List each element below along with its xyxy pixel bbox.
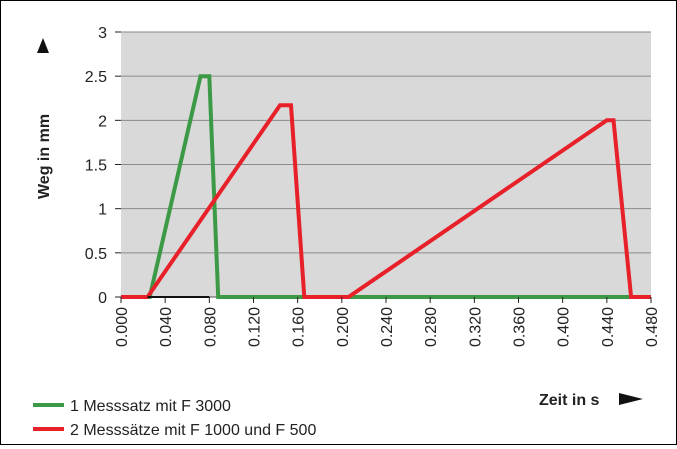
x-tick-label: 0.480	[644, 307, 661, 347]
legend: 1 Messsatz mit F 3000 2 Messsätze mit F …	[33, 398, 316, 439]
x-tick-label: 0.120	[247, 307, 264, 347]
y-tick-label: 1.5	[85, 158, 107, 175]
y-tick-label: 2	[98, 113, 107, 130]
x-axis-label: Zeit in s	[539, 392, 600, 409]
series-lines	[121, 74, 651, 299]
legend-label-series-2: 2 Messsätze mit F 1000 und F 500	[70, 422, 316, 439]
y-tick-label: 3	[98, 25, 107, 42]
x-tick-label: 0.200	[335, 307, 352, 347]
x-tick-label: 0.000	[114, 307, 131, 347]
legend-label-series-1: 1 Messsatz mit F 3000	[70, 398, 231, 415]
y-tick-label: 1	[98, 202, 107, 219]
x-tick-label: 0.280	[423, 307, 440, 347]
x-tick-label: 0.080	[202, 307, 219, 347]
y-tick-label: 0	[98, 290, 107, 307]
x-axis-ticks: 0.000 0.040 0.080 0.120 0.160 0.200 0.240 0.280…	[114, 297, 661, 347]
x-tick-label: 0.320	[467, 307, 484, 347]
x-tick-label: 0.040	[158, 307, 175, 347]
y-tick-label: 0.5	[85, 246, 107, 263]
x-tick-label: 0.440	[600, 307, 617, 347]
x-tick-label: 0.360	[512, 307, 529, 347]
x-axis-arrow-icon	[619, 393, 643, 405]
x-tick-label: 0.240	[379, 307, 396, 347]
y-axis-ticks: 0 0.5 1 1.5 2 2.5 3	[85, 25, 121, 307]
y-tick-label: 2.5	[85, 69, 107, 86]
x-tick-label: 0.160	[291, 307, 308, 347]
y-axis-arrow-icon	[37, 38, 49, 53]
x-tick-label: 0.400	[556, 307, 573, 347]
y-axis-label: Weg in mm	[36, 114, 53, 199]
series-line-2	[121, 103, 651, 299]
